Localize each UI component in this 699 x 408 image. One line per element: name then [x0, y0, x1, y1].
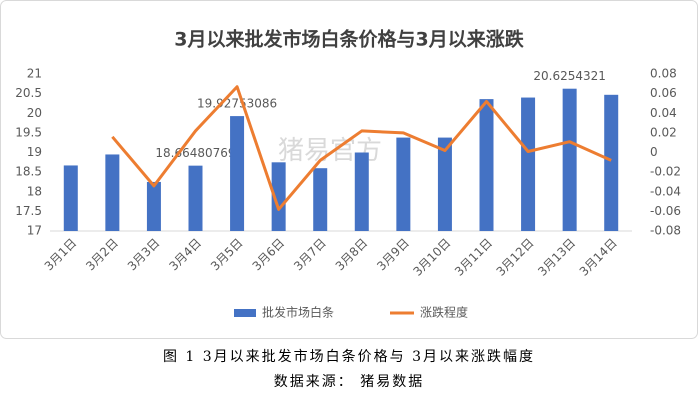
y-tick-label: 18.5	[15, 165, 42, 179]
y-tick-label: 20	[27, 106, 42, 120]
y2-tick-label: 0	[650, 145, 658, 159]
y2-tick-label: -0.04	[650, 184, 681, 198]
bar	[604, 94, 619, 232]
chart-title: 3月以来批发市场白条价格与3月以来涨跌	[174, 28, 524, 51]
bar	[230, 116, 245, 231]
figure-caption: 图 1 3月以来批发市场白条价格与 3月以来涨跌幅度	[163, 348, 535, 365]
y2-tick-label: -0.02	[650, 165, 681, 179]
legend-label: 涨跌程度	[420, 305, 468, 320]
y-tick-label: 17	[27, 224, 42, 238]
data-label: 18.66480769	[155, 146, 235, 160]
bar	[479, 99, 494, 232]
bar	[354, 152, 369, 231]
y-tick-label: 17.5	[15, 204, 42, 218]
y-tick-label: 18	[27, 184, 42, 198]
y2-tick-label: -0.06	[650, 204, 681, 218]
y2-tick-label: 0.06	[650, 86, 677, 100]
y2-tick-label: 0.02	[650, 125, 677, 139]
bar	[63, 165, 78, 231]
y-tick-label: 19	[27, 145, 42, 159]
y2-tick-label: 0.08	[650, 67, 677, 81]
y-tick-label: 19.5	[15, 125, 42, 139]
data-label: 20.6254321	[533, 69, 606, 83]
bar	[271, 162, 286, 231]
bar	[521, 97, 536, 231]
source-caption: 数据来源： 猪易数据	[274, 374, 424, 390]
data-label: 19.92753086	[197, 97, 277, 111]
y-tick-label: 20.5	[15, 86, 42, 100]
y2-tick-label: 0.04	[650, 106, 677, 120]
bar	[313, 168, 328, 231]
bar	[396, 137, 411, 231]
bar	[146, 181, 161, 231]
line	[111, 85, 612, 211]
bar	[437, 137, 452, 231]
chart-frame	[0, 0, 698, 339]
legend-swatch	[234, 309, 256, 317]
bar	[562, 88, 577, 232]
y2-tick-label: -0.08	[650, 224, 681, 238]
bar	[188, 165, 203, 231]
y-tick-label: 21	[27, 67, 42, 81]
legend-label: 批发市场白条	[262, 305, 334, 320]
bar	[105, 154, 120, 231]
